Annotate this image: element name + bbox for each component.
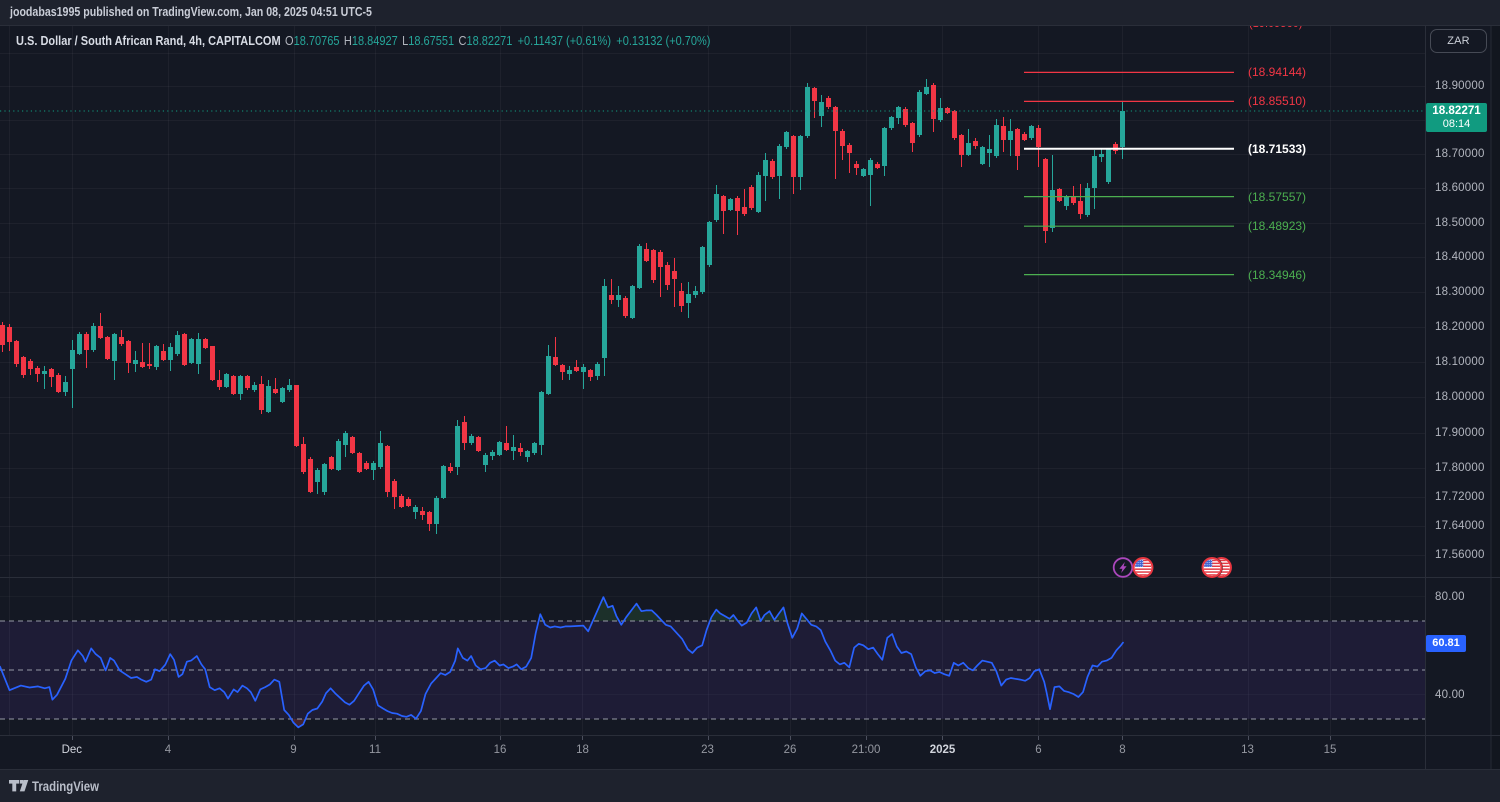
svg-text:TradingView: TradingView: [32, 778, 99, 794]
